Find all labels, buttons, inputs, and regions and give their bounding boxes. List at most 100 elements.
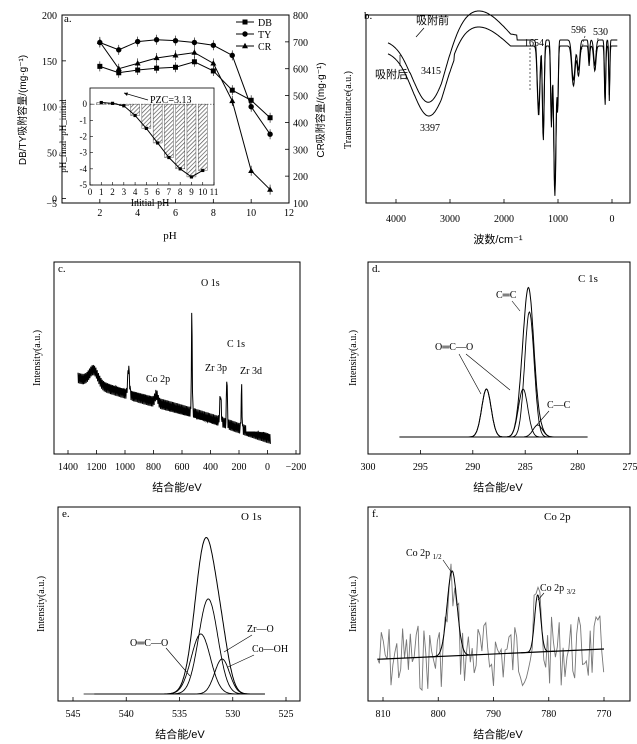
series-ty-point	[210, 42, 217, 48]
a-x-tick-label: 10	[246, 208, 256, 219]
panel-a-series	[96, 34, 274, 195]
panel-a-right-axis-label: CR吸附容量/(mg·g⁻¹)	[314, 62, 327, 157]
c1s-component-0	[451, 311, 567, 438]
x-tick-label: 525	[279, 709, 294, 720]
panel-e-x-axis-label: 结合能/eV	[155, 727, 205, 741]
x-tick-label: 300	[361, 462, 376, 473]
a-right-tick-label: 800	[293, 11, 308, 22]
inset-point	[144, 126, 148, 131]
series-ty-point	[267, 131, 273, 137]
panel-a-x-ticks: 2 4 6 8 10 12	[61, 199, 294, 219]
panel-b-y-axis-label: Transmittance(a.u.)	[343, 71, 354, 149]
a-x-tick-label: 4	[135, 208, 140, 219]
panel-f-fits	[377, 570, 605, 660]
legend-marker-cr	[242, 42, 248, 49]
inset-y-tick-label: -3	[80, 148, 88, 158]
panel-d: d. C 1s 300 295 290 285 280 275 结合能/eV Intens…	[348, 261, 637, 494]
panel-d-curves	[399, 286, 588, 438]
panel-c-x-axis-label: 结合能/eV	[152, 480, 202, 494]
label-co-oh: Co—OH	[252, 644, 288, 655]
peak-zr3p: Zr 3p	[205, 363, 227, 374]
inset-bar	[164, 103, 174, 158]
series-db-line	[99, 61, 271, 119]
inset-bar	[198, 103, 208, 171]
panel-d-y-axis-label: Intensity(a.u.)	[348, 330, 359, 386]
x-tick-label: 800	[146, 462, 161, 473]
x-tick-label: 3000	[440, 214, 460, 225]
series-cr-point	[153, 54, 160, 61]
inset-x-tick-label: 9	[189, 187, 194, 197]
inset-ticks: 0 1 2 3 4 5 6 7 8 9 10 110-1-2-3-4-5	[80, 99, 219, 197]
series-cr-point	[115, 65, 122, 71]
c1s-component-2	[451, 388, 567, 438]
inset-x-tick-label: 1	[99, 187, 104, 197]
c1s-envelope	[399, 286, 588, 438]
series-ty-point	[153, 37, 160, 43]
peak-c1s: C 1s	[227, 339, 245, 350]
arrow-before	[415, 27, 425, 38]
peak-co2p: Co 2p	[146, 374, 170, 385]
inset-point	[110, 101, 115, 105]
peak-3415: 3415	[421, 66, 441, 77]
a-x-tick-label: 12	[284, 208, 294, 219]
a-right-tick-label: 500	[293, 92, 308, 103]
leader-co2p32	[537, 592, 545, 601]
x-tick-label: 0	[265, 462, 270, 473]
inset-x-tick-label: 7	[167, 187, 172, 197]
peak-596-line	[580, 35, 586, 53]
x-tick-label: 400	[203, 462, 218, 473]
x-tick-label: 1400	[58, 462, 78, 473]
inset-y-tick-label: -4	[80, 164, 88, 174]
panel-f-frame	[367, 506, 631, 702]
a-left-tick-label: 50	[47, 149, 57, 160]
inset-y-axis-label: pH_final−pH_initial	[58, 99, 68, 173]
label-c-double-c: C═C	[496, 290, 517, 301]
a-right-tick-label: 100	[293, 199, 308, 210]
panel-e-frame	[57, 506, 301, 702]
panel-c: c. 1400 1200 1000 800 600 400 200 0 −200 结合能/eV …	[32, 261, 306, 494]
inset-x-tick-label: 2	[110, 187, 115, 197]
x-tick-label: 295	[413, 462, 428, 473]
series-db-point	[248, 97, 254, 103]
inset-x-tick-label: 3	[122, 187, 127, 197]
x-tick-label: 540	[119, 709, 134, 720]
series-db-point	[191, 59, 197, 65]
panel-e-y-axis-label: Intensity(a.u.)	[36, 576, 47, 632]
inset-y-tick-label: -2	[80, 132, 88, 142]
inset-bar	[152, 103, 163, 144]
x-tick-label: 1200	[87, 462, 107, 473]
c1s-component-3	[451, 424, 567, 438]
inset-point	[133, 113, 137, 118]
panel-a-left-ticks: 0 50 100 150 200 −5	[42, 11, 66, 210]
legend-label-db: DB	[258, 18, 272, 29]
leader-zr-o	[223, 634, 253, 653]
co2p-raw-spectrum	[377, 563, 605, 692]
label-o-c-o-e: O═C—O	[130, 638, 168, 649]
x-tick-label: 1000	[115, 462, 135, 473]
a-left-tick-label: 100	[42, 103, 57, 114]
inset-line	[101, 102, 203, 178]
series-cr-line	[99, 41, 271, 190]
inset-bar	[130, 103, 140, 116]
panel-e-title: O 1s	[241, 511, 261, 523]
a-x-tick-label: 2	[97, 208, 102, 219]
panel-c-label: c.	[58, 263, 66, 275]
x-tick-label: 285	[518, 462, 533, 473]
legend-label-cr: CR	[258, 42, 272, 53]
a-right-tick-label: 400	[293, 118, 308, 129]
x-tick-label: 800	[431, 709, 446, 720]
series-ty-point	[134, 38, 141, 45]
panel-e: e. O 1s 545 540 535 530 525 结合能/eV Intensity…	[36, 506, 301, 741]
panel-f: f. Co 2p 810 800 790 780 770 结合能/eV Intensit…	[348, 506, 631, 741]
panel-a-right-ticks: 100 200 300 400 500 600 700 800	[285, 11, 308, 210]
peak-3397: 3397	[420, 123, 440, 134]
legend-label-ty: TY	[258, 30, 271, 41]
a-left-tick-label: 0	[52, 194, 57, 205]
inset-x-tick-label: 10	[198, 187, 208, 197]
panel-f-title: Co 2p	[544, 511, 571, 523]
series-db-point	[135, 67, 141, 73]
panel-c-frame	[53, 261, 301, 455]
series-db-point	[154, 65, 160, 71]
panel-f-y-axis-label: Intensity(a.u.)	[348, 576, 359, 632]
